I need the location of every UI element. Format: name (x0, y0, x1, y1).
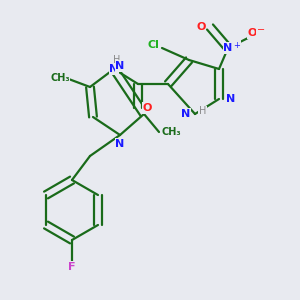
Text: N: N (110, 64, 118, 74)
Text: Cl: Cl (147, 40, 159, 50)
Text: N: N (182, 109, 190, 119)
Text: −: − (257, 25, 265, 35)
Text: N: N (116, 61, 124, 71)
Text: N: N (116, 139, 124, 149)
Text: F: F (68, 262, 76, 272)
Text: H: H (113, 55, 121, 65)
Text: O: O (142, 103, 152, 113)
Text: O: O (196, 22, 206, 32)
Text: CH₃: CH₃ (161, 127, 181, 137)
Text: O: O (247, 28, 257, 38)
Text: N: N (224, 43, 232, 53)
Text: N: N (226, 94, 236, 104)
Text: CH₃: CH₃ (50, 73, 70, 83)
Text: +: + (234, 40, 240, 50)
Text: H: H (199, 106, 206, 116)
